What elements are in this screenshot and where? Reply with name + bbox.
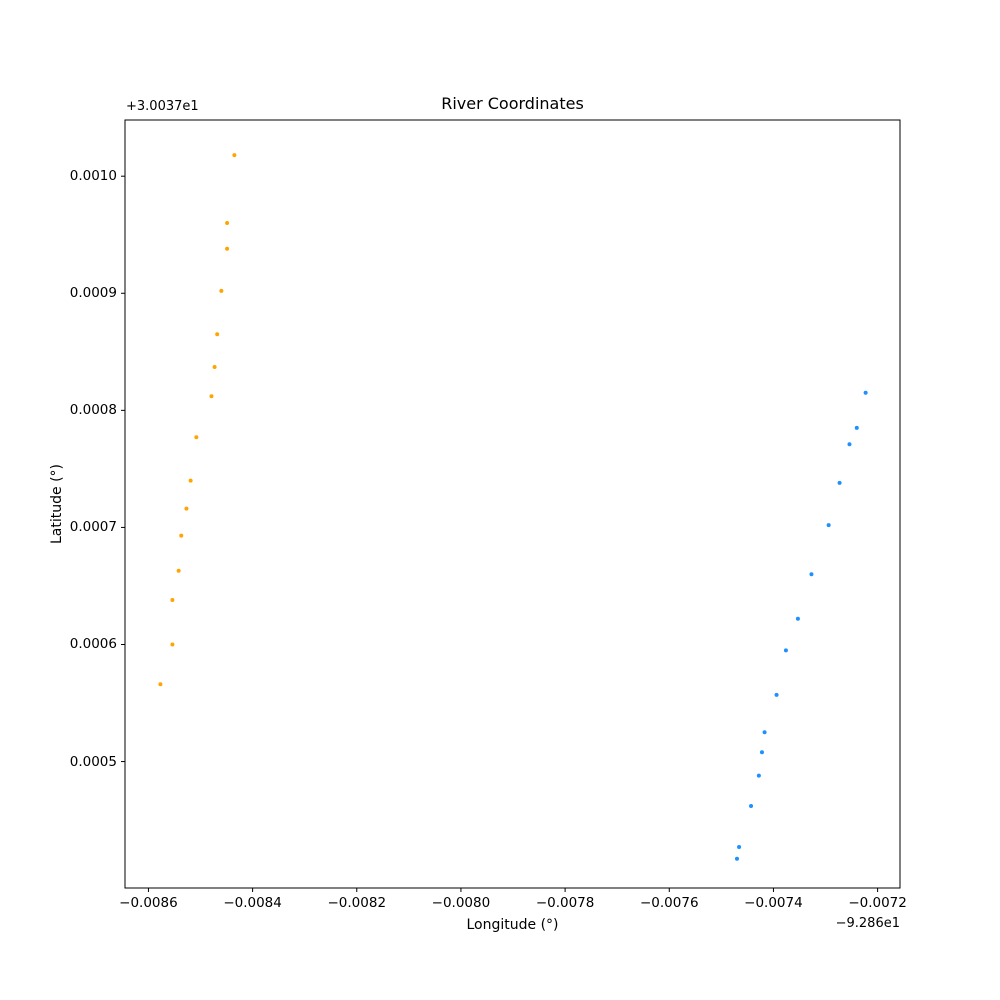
x-tick-label: −0.0082 xyxy=(327,895,387,911)
y-tick-label: 0.0008 xyxy=(69,402,117,419)
x-tick-label: −0.0080 xyxy=(431,895,491,911)
scatter-point-blue xyxy=(774,692,779,697)
scatter-point-blue xyxy=(847,442,852,447)
x-axis-label: Longitude (°) xyxy=(466,917,559,933)
y-tick-label: 0.0007 xyxy=(69,519,117,536)
x-tick-label: −0.0084 xyxy=(223,895,282,911)
scatter-point-blue xyxy=(837,480,842,485)
scatter-point-orange xyxy=(232,153,237,158)
scatter-point-orange xyxy=(209,394,214,399)
scatter-point-orange xyxy=(184,506,189,511)
scatter-point-blue xyxy=(863,390,868,395)
x-tick-label: −0.0074 xyxy=(744,895,803,911)
scatter-point-orange xyxy=(176,568,181,573)
scatter-point-orange xyxy=(215,332,220,337)
x-tick-label: −0.0076 xyxy=(639,895,699,911)
y-tick-label: 0.0009 xyxy=(69,285,117,302)
scatter-point-orange xyxy=(225,246,230,251)
x-axis-offset-label: −9.286e1 xyxy=(835,916,900,931)
scatter-point-blue xyxy=(756,773,761,778)
chart-title: River Coordinates xyxy=(441,94,584,113)
scatter-point-blue xyxy=(854,425,859,430)
scatter-point-orange xyxy=(212,365,217,370)
y-axis-offset-label: +3.0037e1 xyxy=(126,99,199,114)
x-tick-label: −0.0072 xyxy=(848,895,907,911)
scatter-point-orange xyxy=(194,435,199,440)
scatter-point-orange xyxy=(170,598,175,602)
scatter-point-blue xyxy=(783,648,788,653)
axes-frame xyxy=(124,119,901,889)
scatter-point-orange xyxy=(158,682,163,687)
y-tick-label: 0.0006 xyxy=(69,636,117,653)
scatter-point-orange xyxy=(170,642,175,647)
x-tick-label: −0.0086 xyxy=(119,895,178,911)
scatter-point-orange xyxy=(219,288,224,293)
scatter-point-blue xyxy=(795,616,800,621)
scatter-point-orange xyxy=(188,478,193,483)
scatter-point-orange xyxy=(179,533,184,538)
y-tick-label: 0.0005 xyxy=(69,753,117,770)
scatter-point-blue xyxy=(826,523,831,528)
scatter-point-orange xyxy=(225,221,230,226)
scatter-point-blue xyxy=(762,730,767,735)
scatter-point-blue xyxy=(809,572,814,577)
y-tick-label: 0.0010 xyxy=(69,168,117,185)
x-tick-label: −0.0078 xyxy=(535,895,595,911)
scatter-point-blue xyxy=(737,845,742,850)
scatter-point-blue xyxy=(734,856,739,861)
scatter-point-blue xyxy=(759,750,764,755)
scatter-point-blue xyxy=(749,804,754,809)
